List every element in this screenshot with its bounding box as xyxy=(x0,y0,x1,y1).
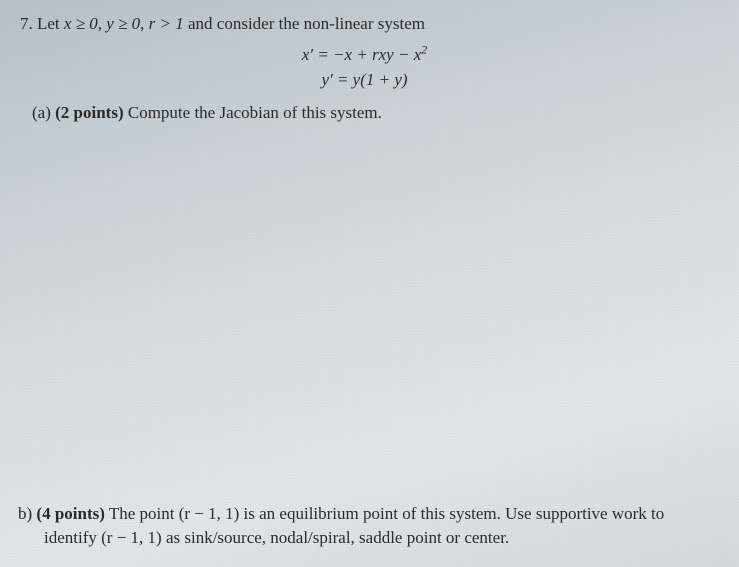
equation-2: y′ = y(1 + y) xyxy=(20,67,709,93)
intro-suffix: and consider the non-linear system xyxy=(184,14,425,33)
part-a-label: (a) xyxy=(32,103,51,122)
eq1-rhs: = −x + rxy − x xyxy=(317,45,421,64)
problem-statement: 7. Let x ≥ 0, y ≥ 0, r > 1 and consider … xyxy=(20,12,709,36)
part-b-points: (4 points) xyxy=(36,504,104,523)
exam-page: 7. Let x ≥ 0, y ≥ 0, r > 1 and consider … xyxy=(0,0,739,567)
part-a-points: (2 points) xyxy=(55,103,123,122)
equation-block: x′ = −x + rxy − x2 y′ = y(1 + y) xyxy=(20,42,709,93)
eq2-rhs: = y(1 + y) xyxy=(337,70,408,89)
eq2-lhs: y′ xyxy=(321,70,332,89)
part-b: b) (4 points) The point (r − 1, 1) is an… xyxy=(8,502,711,551)
eq1-sup: 2 xyxy=(421,42,427,56)
eq1-lhs: x′ xyxy=(302,45,313,64)
conditions: x ≥ 0, y ≥ 0, r > 1 xyxy=(64,14,184,33)
part-b-label: b) xyxy=(18,504,32,523)
intro-prefix: Let xyxy=(37,14,64,33)
part-a-text: Compute the Jacobian of this system. xyxy=(124,103,382,122)
part-b-text: The point (r − 1, 1) is an equilibrium p… xyxy=(44,504,664,548)
part-a: (a) (2 points) Compute the Jacobian of t… xyxy=(20,101,709,126)
problem-number: 7. xyxy=(20,14,33,33)
equation-1: x′ = −x + rxy − x2 xyxy=(20,42,709,68)
